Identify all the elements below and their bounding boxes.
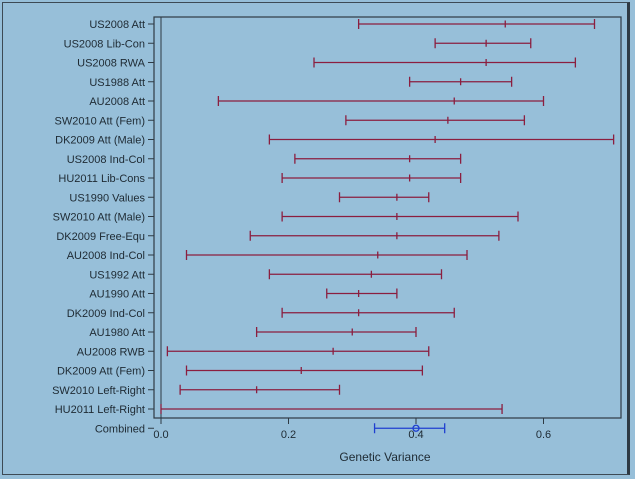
study-interval [281,307,455,318]
y-tick-label: AU1980 Att [89,327,145,339]
y-tick-label: AU2008 RWB [77,346,145,358]
study-interval [185,365,424,376]
y-tick-label: US1990 Values [69,192,145,204]
y-tick-label: DK2009 Att (Male) [55,135,145,147]
study-interval [185,250,468,260]
y-tick-label: US2008 Lib-Con [64,38,145,50]
y-tick-label: AU1990 Att [89,289,145,301]
y-tick-label: SW2010 Att (Fem) [55,115,145,127]
x-tick-label: 0.0 [153,429,168,441]
y-tick-label: US1992 Att [89,269,145,281]
study-interval [160,404,503,414]
combined-interval [373,423,446,434]
study-interval [281,173,462,183]
point-estimate [412,424,420,432]
study-interval [408,76,513,87]
y-tick-label: US2008 Att [89,19,145,31]
y-tick-label: AU2008 Att [89,96,145,108]
y-tick-label: US2008 Ind-Col [67,154,145,166]
study-interval [217,96,545,106]
study-interval [166,346,430,357]
study-interval [434,38,532,49]
study-interval [281,211,519,222]
study-interval [294,153,462,164]
chart-frame [2,2,630,475]
y-axis: US2008 Att US2008 Lib-Con US2008 RWA US1988… [52,19,154,435]
study-interval [313,57,577,68]
study-interval [268,269,443,280]
x-tick-label: 0.4 [408,429,423,441]
y-tick-label: HU2011 Left-Right [55,404,145,416]
y-tick-label: US2008 RWA [77,58,146,70]
y-tick-label: DK2009 Att (Fem) [57,366,145,378]
interval-marks [160,19,615,434]
y-tick-label: SW2010 Att (Male) [53,212,145,224]
y-tick-label: AU2008 Ind-Col [67,250,145,262]
x-tick-label: 0.6 [536,429,551,441]
study-interval [357,19,596,29]
study-interval [326,288,398,299]
x-axis-label: Genetic Variance [339,450,430,464]
y-tick-label: HU2011 Lib-Cons [58,173,145,185]
x-axis: 0.0 0.2 0.4 0.6 [153,418,551,441]
y-tick-label: DK2009 Ind-Col [67,308,145,320]
study-interval [179,384,341,395]
y-tick-label: Combined [95,423,145,435]
study-interval [255,327,417,337]
study-interval [345,115,526,126]
y-tick-label: US1988 Att [89,77,145,89]
x-tick-label: 0.2 [281,429,296,441]
study-interval [268,134,615,145]
study-interval [338,192,430,203]
study-interval [249,230,500,241]
plot-area [153,16,622,419]
y-tick-label: SW2010 Left-Right [52,385,145,397]
y-tick-label: DK2009 Free-Equ [56,231,145,243]
